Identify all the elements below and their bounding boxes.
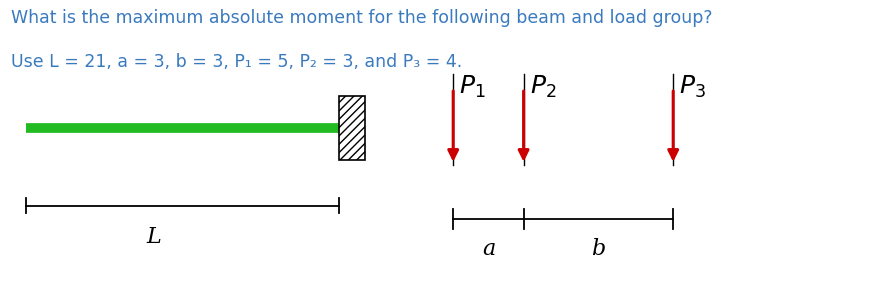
Text: $P_3$: $P_3$: [679, 74, 706, 100]
Text: $P_2$: $P_2$: [530, 74, 556, 100]
Text: What is the maximum absolute moment for the following beam and load group?: What is the maximum absolute moment for …: [11, 9, 713, 27]
Text: Use L = 21, a = 3, b = 3, P₁ = 5, P₂ = 3, and P₃ = 4.: Use L = 21, a = 3, b = 3, P₁ = 5, P₂ = 3…: [11, 53, 463, 71]
Bar: [339, 96, 365, 160]
Text: L: L: [146, 226, 161, 248]
Text: $P_1$: $P_1$: [459, 74, 486, 100]
Text: a: a: [481, 238, 495, 260]
Text: b: b: [591, 238, 605, 260]
